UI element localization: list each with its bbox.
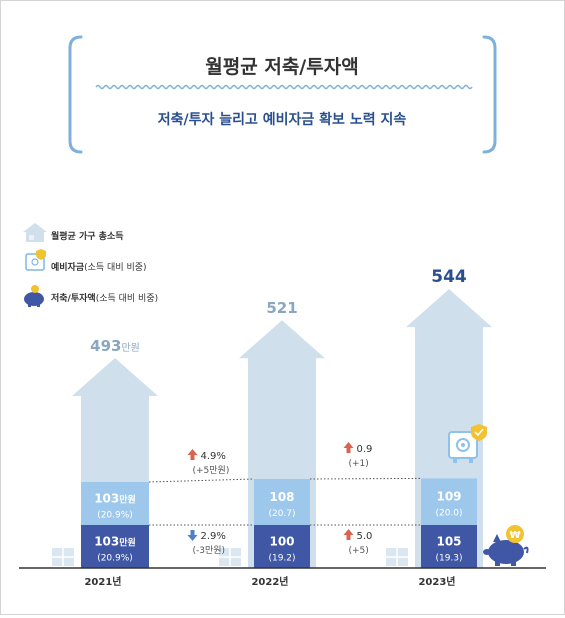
savings-bar — [254, 525, 310, 568]
reserve-change-abs: (+1) — [349, 459, 369, 469]
income-value-label: 544 — [431, 267, 467, 287]
safe-icon — [25, 249, 46, 271]
savings-bar — [81, 525, 149, 568]
down-arrow-icon — [187, 530, 198, 541]
savings-change-pct: 5.0 — [357, 531, 373, 542]
savings-value-label: 100 — [269, 535, 294, 549]
savings-change-abs: (+5) — [349, 546, 369, 556]
legend-label-reserve: 예비자금(소득 대비 비중) — [51, 261, 147, 273]
safe-icon — [448, 424, 487, 463]
right-bracket — [482, 35, 497, 154]
reserve-value-label: 103만원 — [94, 492, 136, 506]
page-title: 월평균 저축/투자액 — [205, 56, 358, 78]
reserve-share-label: (20.0) — [435, 509, 462, 519]
legend-label-savings: 저축/투자액(소득 대비 비중) — [51, 292, 158, 304]
left-bracket — [68, 35, 83, 154]
income-value-label: 493만원 — [90, 337, 140, 355]
reserve-share-label: (20.7) — [268, 509, 295, 519]
up-arrow-icon — [343, 442, 354, 453]
savings-share-label: (19.2) — [268, 554, 295, 564]
piggy-bank-icon: ₩ — [483, 525, 529, 566]
reserve-change-abs: (+5만원) — [193, 465, 230, 476]
savings-share-label: (20.9%) — [97, 554, 133, 564]
up-arrow-icon — [343, 529, 354, 540]
reserve-change-pct: 4.9% — [201, 451, 226, 462]
reserve-bar — [421, 478, 477, 525]
reserve-trend-line — [309, 477, 422, 480]
svg-text:₩: ₩ — [509, 530, 520, 541]
savings-value-label: 103만원 — [94, 535, 136, 549]
house-icon — [23, 223, 47, 242]
title-wave-divider — [95, 84, 473, 90]
reserve-bar — [254, 479, 310, 525]
x-tick-label: 2022년 — [251, 575, 288, 588]
x-tick-label: 2021년 — [84, 575, 121, 588]
savings-change-pct: 2.9% — [201, 531, 226, 542]
legend: 월평균 가구 총소득 예비자금(소득 대비 비중) 저축/투자액(소득 대비 비… — [23, 223, 158, 307]
reserve-value-label: 108 — [269, 490, 294, 504]
piggy-bank-icon — [24, 285, 44, 307]
savings-share-label: (19.3) — [435, 554, 462, 564]
reserve-trend-line — [148, 478, 255, 483]
savings-change-abs: (-3만원) — [193, 545, 226, 556]
x-tick-label: 2023년 — [418, 575, 455, 588]
savings-value-label: 105 — [436, 535, 461, 549]
income-value-label: 521 — [266, 299, 297, 317]
up-arrow-icon — [187, 449, 198, 460]
chart-area: 493만원 521 544 103만원 (20.9%) 103만원 (20.9%) 108 (2… — [19, 267, 546, 588]
reserve-change-pct: 0.9 — [357, 444, 373, 455]
legend-label-income: 월평균 가구 총소득 — [51, 230, 124, 242]
reserve-share-label: (20.9%) — [97, 511, 133, 521]
reserve-bar — [81, 482, 149, 525]
savings-bar — [421, 525, 477, 568]
page-subtitle: 저축/투자 늘리고 예비자금 확보 노력 지속 — [158, 111, 407, 128]
reserve-value-label: 109 — [436, 490, 461, 504]
